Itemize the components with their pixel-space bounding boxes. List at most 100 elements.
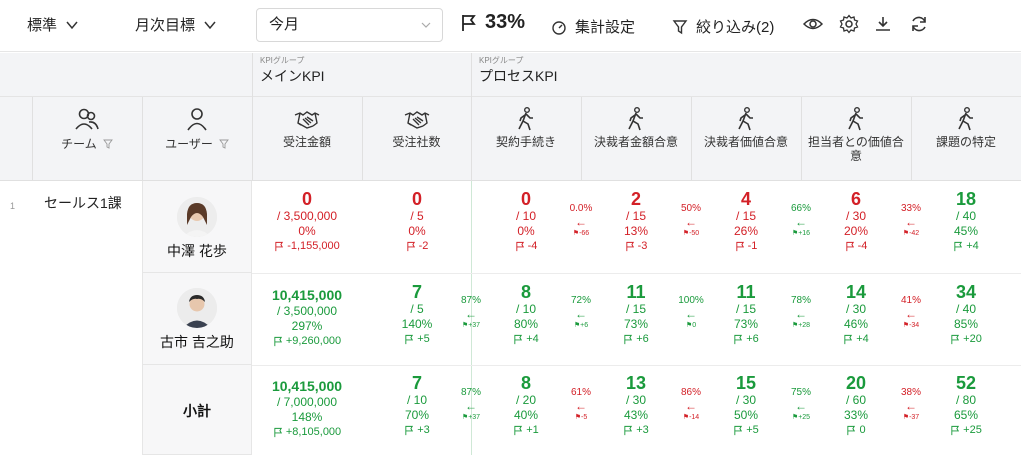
period-select[interactable]: 今月	[256, 8, 443, 42]
kpi-gap: -4	[801, 239, 911, 254]
conversion-gap-value: -50	[689, 230, 700, 237]
kpi-target: / 10	[515, 302, 536, 316]
flag-icon	[847, 425, 856, 436]
kpi-cell[interactable]: 0/ 3,500,000 0% -1,155,000	[252, 189, 362, 254]
kpi-gap-value: +8,105,000	[285, 426, 342, 438]
kpi-achievement-rate: 43%	[623, 408, 649, 422]
flag-icon	[734, 425, 743, 436]
user-cell[interactable]: 古市 吉之助	[142, 273, 251, 365]
column-kpi[interactable]: 契約手続き	[471, 97, 581, 181]
conversion-gap: ⚑+25	[784, 413, 818, 423]
kpi-cell[interactable]: 52/ 80 65% +25	[911, 373, 1021, 438]
walker-icon	[518, 107, 533, 131]
kpi-cell[interactable]: 0/ 10 0% -4	[471, 189, 581, 254]
column-user[interactable]: ユーザー	[142, 97, 252, 181]
column-kpi[interactable]: 受注社数	[362, 97, 471, 181]
filter-icon[interactable]	[102, 139, 113, 149]
kpi-cell[interactable]: 10,415,000/ 3,500,000 297% +9,260,000	[252, 282, 362, 349]
divider	[691, 97, 692, 181]
kpi-cell[interactable]: 18/ 40 45% +4	[911, 189, 1021, 254]
kpi-target: / 30	[735, 393, 756, 407]
column-kpi[interactable]: 決裁者金額合意	[581, 97, 691, 181]
visibility-button[interactable]	[802, 14, 825, 36]
handshake-icon	[404, 111, 429, 129]
kpi-achievement-rate: 148%	[291, 410, 323, 424]
conversion-rate-value: 61%	[570, 387, 591, 398]
kpi-cell[interactable]: 4/ 15 26% -1	[691, 189, 801, 254]
settings-button[interactable]	[839, 14, 861, 36]
kpi-gap-value: -3	[637, 240, 648, 252]
filter-button[interactable]: 絞り込み(2)	[672, 16, 774, 37]
kpi-cell[interactable]: 2/ 15 13% -3	[581, 189, 691, 254]
kpi-cell[interactable]: 7/ 5 140% +5	[362, 282, 472, 347]
kpi-gap: -1,155,000	[252, 239, 362, 254]
kpi-cell[interactable]: 11/ 15 73% +6	[691, 282, 801, 347]
target-dropdown[interactable]: 月次目標	[135, 14, 217, 35]
conversion-rate: 33% ← ⚑-42	[894, 203, 928, 239]
column-kpi[interactable]: 課題の特定	[911, 97, 1021, 181]
kpi-target: / 40	[955, 209, 976, 223]
column-team[interactable]: チーム	[32, 97, 142, 181]
kpi-cell[interactable]: 15/ 30 50% +5	[691, 373, 801, 438]
kpi-gap: +9,260,000	[252, 334, 362, 349]
flag-icon	[624, 334, 633, 345]
kpi-actual: 14	[845, 282, 867, 302]
kpi-cell[interactable]: 6/ 30 20% -4	[801, 189, 911, 254]
kpi-target: / 15	[625, 209, 646, 223]
flag-icon	[624, 425, 633, 436]
column-kpi-label: 課題の特定	[935, 135, 996, 149]
kpi-cell[interactable]: 14/ 30 46% +4	[801, 282, 911, 347]
conversion-rate-value: 87%	[460, 387, 481, 398]
divider	[471, 97, 472, 181]
subtotal-cell: 小計	[142, 365, 251, 455]
kpi-group-caption: KPIグループ	[260, 56, 305, 65]
kpi-gap: +20	[911, 332, 1021, 347]
kpi-cell[interactable]: 13/ 30 43% +3	[581, 373, 691, 438]
kpi-cell[interactable]: 8/ 20 40% +1	[471, 373, 581, 438]
conversion-gap: ⚑+37	[454, 321, 488, 331]
download-button[interactable]	[873, 14, 895, 36]
flag-icon: ⚑	[461, 414, 469, 421]
kpi-actual: 7	[411, 282, 422, 302]
conversion-rate: 72% ← ⚑+6	[564, 295, 598, 331]
kpi-cell[interactable]: 0/ 5 0% -2	[362, 189, 472, 254]
flag-icon	[954, 241, 963, 252]
column-kpi[interactable]: 担当者との価値合意	[801, 97, 911, 181]
user-icon	[187, 108, 207, 131]
flag-icon	[951, 425, 960, 436]
kpi-actual: 0	[411, 189, 422, 209]
refresh-button[interactable]	[909, 14, 931, 36]
conversion-gap-value: -66	[579, 230, 590, 237]
kpi-cell[interactable]: 20/ 60 33% 0	[801, 373, 911, 438]
conversion-rate: 66% ← ⚑+16	[784, 203, 818, 239]
kpi-cell[interactable]: 7/ 10 70% +3	[362, 373, 472, 438]
conversion-rate-value: 75%	[790, 387, 811, 398]
flag-icon: ⚑	[682, 414, 690, 421]
kpi-gap-value: +4	[966, 240, 979, 252]
kpi-achievement-rate: 0%	[408, 224, 426, 238]
column-kpi[interactable]: 決裁者価値合意	[691, 97, 801, 181]
kpi-cell[interactable]: 10,415,000/ 7,000,000 148% +8,105,000	[252, 373, 362, 440]
filter-icon[interactable]	[218, 139, 229, 149]
column-kpi[interactable]: 受注金額	[252, 97, 362, 181]
aggregate-settings-button[interactable]: 集計設定	[551, 16, 635, 37]
user-name: 古市 吉之助	[160, 334, 234, 350]
conversion-gap: ⚑-5	[564, 413, 598, 423]
kpi-gap-value: 0	[859, 424, 866, 436]
kpi-cell[interactable]: 11/ 15 73% +6	[581, 282, 691, 347]
user-cell[interactable]: 中澤 花歩	[142, 181, 251, 273]
kpi-cell[interactable]: 34/ 40 85% +20	[911, 282, 1021, 347]
kpi-cell[interactable]: 8/ 10 80% +4	[471, 282, 581, 347]
view-dropdown[interactable]: 標準	[27, 14, 79, 35]
kpi-target: / 3,500,000	[276, 209, 338, 223]
kpi-achievement-rate: 85%	[953, 317, 979, 331]
divider	[471, 181, 472, 455]
arrow-left-icon: ←	[795, 215, 807, 229]
row-number: 1	[10, 201, 16, 211]
kpi-gap: +8,105,000	[252, 425, 362, 440]
arrow-left-icon: ←	[685, 307, 697, 321]
flag-icon: ⚑	[461, 322, 469, 329]
conversion-gap-value: -34	[909, 322, 920, 329]
flag-icon	[514, 425, 523, 436]
team-name[interactable]: セールス1課	[44, 195, 122, 211]
